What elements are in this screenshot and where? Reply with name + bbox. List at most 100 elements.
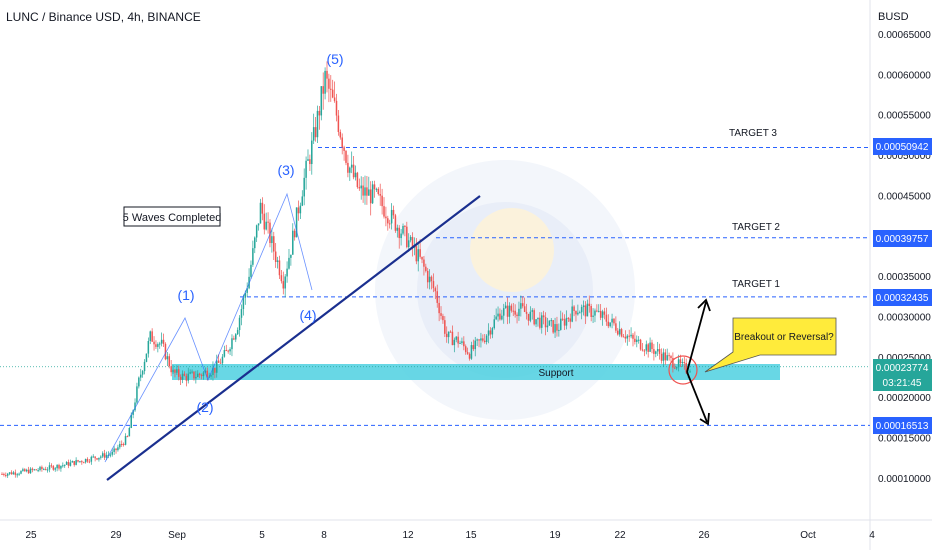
- candle-body: [90, 456, 93, 462]
- candle-body: [160, 339, 163, 344]
- candle-body: [82, 462, 85, 464]
- support-zone-label: Support: [538, 368, 573, 379]
- candle-body: [366, 187, 368, 196]
- elliott-wave-path[interactable]: [104, 192, 313, 463]
- candle-body: [170, 366, 172, 373]
- candle-body: [67, 461, 70, 466]
- price-tick-label: 0.00050000: [878, 151, 931, 162]
- reversal-circle[interactable]: [668, 355, 698, 385]
- candle-body: [434, 288, 437, 292]
- candle-body: [155, 344, 157, 347]
- candle-body: [404, 225, 406, 227]
- candle-body: [354, 172, 357, 178]
- time-axis-ticks: 25 29 Sep 5 8 12 15 19 22 26 Oct 4: [25, 530, 875, 541]
- breakout-arrow-up[interactable]: [686, 298, 711, 373]
- candle-body: [14, 472, 17, 475]
- candle-body: [157, 344, 159, 347]
- candle-body: [683, 362, 686, 364]
- candle-body: [134, 402, 136, 411]
- candle-body: [198, 373, 201, 376]
- candle-body: [347, 162, 349, 173]
- candle-body: [10, 472, 13, 475]
- candle-body: [385, 216, 387, 219]
- waves-completed-box[interactable]: [123, 206, 221, 227]
- candle-body: [632, 334, 634, 339]
- candle-body: [183, 373, 186, 376]
- candle-body: [345, 150, 347, 163]
- candle-body: [599, 310, 602, 318]
- candle-body: [111, 451, 113, 455]
- candle-body: [417, 249, 419, 262]
- candle-body: [672, 358, 674, 368]
- candle-body: [24, 469, 26, 472]
- candle-body: [231, 338, 233, 350]
- breakout-callout[interactable]: [704, 317, 837, 373]
- candle-body: [537, 317, 539, 320]
- candle-body: [349, 167, 351, 173]
- candle-body: [480, 338, 482, 341]
- candle-body: [185, 375, 188, 381]
- candle-body: [618, 329, 621, 335]
- candle-body: [181, 373, 184, 380]
- candle-body: [46, 469, 49, 471]
- candle-body: [368, 189, 370, 196]
- candle-body: [138, 377, 140, 387]
- candle-body: [493, 319, 496, 329]
- candle-body: [592, 315, 594, 317]
- candle-body: [216, 360, 218, 373]
- candle-body: [544, 317, 547, 328]
- target-2-label: TARGET 2: [732, 222, 780, 233]
- candle-body: [280, 275, 283, 282]
- candle-body: [588, 303, 591, 307]
- candle-body: [478, 339, 480, 341]
- candle-body: [643, 350, 646, 352]
- time-tick-label: 29: [110, 530, 122, 541]
- candle-body: [223, 350, 226, 357]
- support-zone[interactable]: [172, 364, 780, 380]
- candle-body: [126, 436, 129, 438]
- candle-body: [225, 350, 228, 352]
- candle-body: [269, 222, 271, 244]
- price-tick-label: 0.00065000: [878, 30, 931, 41]
- candle-body: [193, 371, 195, 379]
- candle-body: [529, 311, 532, 321]
- candle-body: [649, 342, 651, 352]
- candle-body: [664, 352, 667, 361]
- candle-body: [527, 313, 530, 321]
- candle-body: [406, 226, 408, 248]
- candle-body: [20, 471, 22, 474]
- candle-body: [550, 320, 553, 322]
- candle-body: [147, 340, 150, 354]
- candle-body: [71, 461, 74, 463]
- candle-body: [113, 448, 115, 452]
- candle-body: [37, 470, 39, 472]
- candle-body: [617, 330, 619, 335]
- candle-body: [77, 460, 79, 462]
- candle-body: [278, 260, 281, 276]
- candle-body: [666, 355, 668, 361]
- candle-body: [217, 360, 220, 363]
- candle-body: [542, 315, 545, 318]
- candle-body: [94, 456, 96, 459]
- candle-body: [622, 336, 625, 338]
- candle-body: [168, 356, 171, 367]
- candle-body: [637, 339, 640, 341]
- candle-body: [22, 469, 24, 472]
- candle-body: [594, 310, 596, 316]
- candle-body: [444, 320, 446, 334]
- candle-body: [520, 303, 522, 309]
- candle-body: [333, 97, 336, 101]
- candle-body: [499, 313, 501, 320]
- candle-body: [558, 329, 560, 331]
- ascending-trendline[interactable]: [106, 195, 481, 481]
- candle-body: [584, 305, 587, 317]
- candle-body: [362, 185, 364, 196]
- chart-title: LUNC / Binance USD, 4h, BINANCE: [6, 10, 201, 24]
- time-tick-label: 25: [25, 530, 37, 541]
- breakout-callout-label: Breakout or Reversal?: [734, 332, 834, 343]
- candle-body: [438, 302, 440, 314]
- candle-body: [512, 310, 515, 312]
- reversal-arrow-down[interactable]: [686, 371, 710, 426]
